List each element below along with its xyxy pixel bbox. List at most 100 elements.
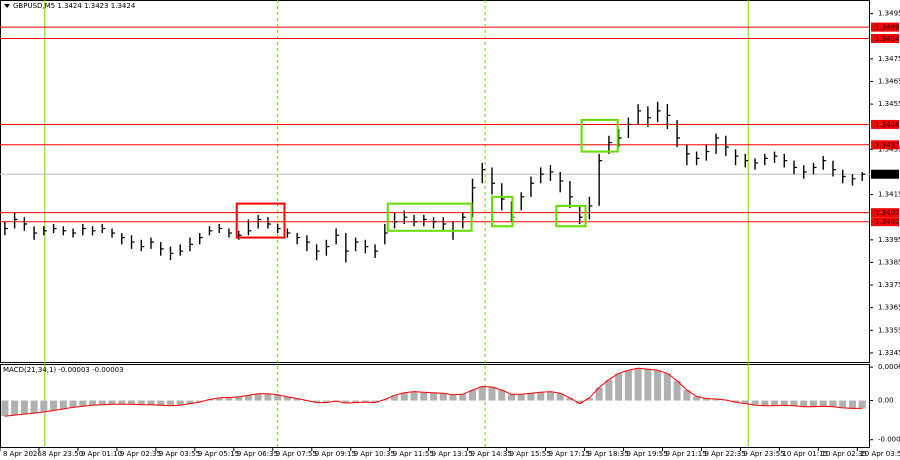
macd-bar: [410, 391, 418, 401]
level-label: 1.3403: [875, 218, 900, 226]
macd-bar: [683, 390, 691, 401]
macd-title: MACD(21,34,1) -0.00003 -0.00003: [3, 366, 124, 374]
y-tick-label: 0.00: [878, 397, 894, 405]
macd-bar: [751, 400, 759, 406]
macd-bar: [225, 397, 233, 401]
macd-bar: [800, 400, 808, 407]
macd-bar: [157, 400, 165, 406]
y-tick-label: 1.3455: [878, 100, 900, 108]
x-tick-label: 9 Apr 01:10: [81, 450, 122, 458]
macd-bar: [79, 400, 87, 407]
highlight-box: [386, 202, 473, 232]
macd-bar: [439, 393, 447, 401]
macd-bar: [420, 392, 428, 401]
macd-bar: [556, 393, 564, 401]
macd-bar: [322, 400, 330, 403]
macd-bar: [839, 400, 847, 408]
level-label: 1.3424: [875, 171, 900, 179]
macd-bar: [98, 400, 106, 405]
macd-signal: [4, 367, 863, 417]
macd-bar: [585, 397, 593, 401]
macd-bar: [537, 392, 545, 401]
macd-bar: [108, 400, 116, 405]
level-label: 1.3407: [875, 209, 900, 217]
macd-panel: [0, 364, 870, 448]
x-tick-label: 9 Apr 09:15: [315, 450, 356, 458]
macd-bar: [624, 370, 632, 401]
macd-bar: [244, 395, 252, 401]
macd-bar: [371, 400, 379, 403]
macd-bar: [128, 400, 136, 405]
x-tick-label: 9 Apr 17:15: [549, 450, 590, 458]
macd-bar: [361, 400, 369, 403]
macd-bar: [118, 400, 126, 405]
macd-bar: [342, 400, 350, 404]
macd-bar: [40, 400, 48, 413]
macd-bar: [1, 400, 9, 417]
macd-bar: [186, 400, 194, 404]
y-tick-label: -0.00075: [878, 436, 900, 444]
macd-bar: [137, 400, 145, 405]
level-label: 1.3437: [875, 141, 900, 149]
macd-bar: [196, 400, 204, 403]
price-panel: [0, 0, 870, 363]
macd-bar: [507, 394, 515, 401]
x-tick-label: 9 Apr 14:35: [471, 450, 512, 458]
macd-bar: [313, 400, 321, 403]
x-tick-label: 9 Apr 22:35: [704, 450, 745, 458]
x-tick-label: 9 Apr 13:15: [432, 450, 473, 458]
highlight-box: [235, 202, 286, 239]
y-tick-label: 1.3475: [878, 55, 900, 63]
x-tick-label: 9 Apr 10:35: [354, 450, 395, 458]
macd-bar: [848, 400, 856, 409]
x-tick-label: 9 Apr 21:15: [665, 450, 706, 458]
level-label: 1.3446: [875, 121, 900, 129]
highlight-box: [490, 195, 514, 228]
macd-bar: [166, 400, 174, 406]
macd-bar: [634, 368, 642, 401]
macd-bar: [829, 400, 837, 407]
macd-bar: [663, 373, 671, 401]
level-label-box: [871, 169, 899, 179]
macd-bar: [761, 400, 769, 406]
macd-bar: [69, 400, 77, 408]
y-tick-label: 1.3435: [878, 145, 900, 153]
x-tick-label: 9 Apr 23:55: [743, 450, 784, 458]
y-tick-label: 0.00064: [878, 363, 900, 371]
macd-bar: [400, 392, 408, 401]
macd-bar: [780, 400, 788, 406]
highlight-box: [580, 118, 619, 153]
y-tick-label: 1.3375: [878, 281, 900, 289]
macd-bar: [819, 400, 827, 407]
level-label-box: [871, 33, 899, 43]
macd-bar: [430, 392, 438, 401]
macd-bar: [469, 390, 477, 401]
y-tick-label: 1.3395: [878, 236, 900, 244]
level-label-box: [871, 217, 899, 227]
macd-bar: [654, 370, 662, 401]
x-tick-label: 10 Apr 02:35: [821, 450, 867, 458]
macd-bar: [809, 400, 817, 407]
macd-bar: [147, 400, 155, 405]
macd-bar: [858, 400, 866, 409]
macd-bar: [50, 400, 58, 411]
x-tick-label: 9 Apr 07:55: [276, 450, 317, 458]
x-tick-label: 9 Apr 03:55: [159, 450, 200, 458]
macd-bar: [693, 396, 701, 401]
macd-bar: [712, 398, 720, 401]
macd-bar: [20, 400, 28, 415]
x-tick-label: 9 Apr 11:55: [393, 450, 434, 458]
macd-bar: [517, 394, 525, 401]
x-tick-label: 9 Apr 19:55: [627, 450, 668, 458]
macd-bar: [566, 397, 574, 401]
level-label-box: [871, 208, 899, 218]
y-tick-label: 1.3495: [878, 10, 900, 18]
x-tick-label: 10 Apr 03:55: [860, 450, 900, 458]
macd-bar: [732, 400, 740, 403]
macd-bar: [488, 386, 496, 401]
macd-bar: [254, 393, 262, 401]
x-tick-label: 9 Apr 06:35: [237, 450, 278, 458]
y-tick-label: 1.3365: [878, 304, 900, 312]
macd-bar: [264, 393, 272, 401]
macd-bar: [615, 373, 623, 401]
